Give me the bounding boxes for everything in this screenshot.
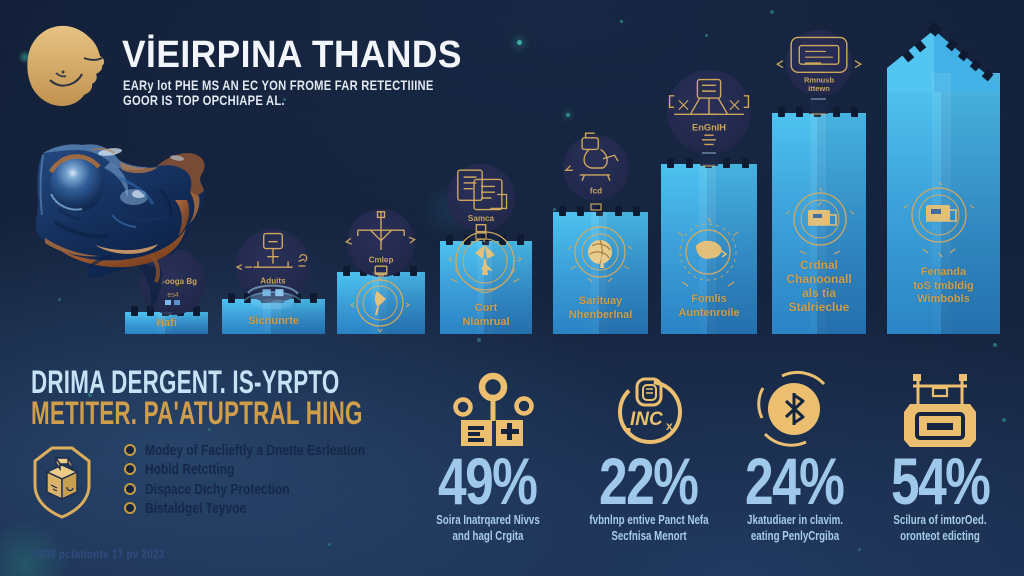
svg-text:fcd: fcd [590,187,602,196]
svg-text:Bot-ooga Bg: Bot-ooga Bg [149,277,197,286]
svg-text:x: x [666,419,673,433]
svg-text:INC: INC [630,409,663,430]
svg-text:Aduits: Aduits [260,276,286,285]
svg-text:es4: es4 [167,292,178,299]
svg-text:ittewn: ittewn [808,84,830,93]
svg-text:EnGnIH: EnGnIH [692,123,726,133]
svg-text:Samca: Samca [468,214,495,223]
svg-text:Rmnusb: Rmnusb [804,76,835,85]
svg-text:Cmlep: Cmlep [369,256,394,265]
